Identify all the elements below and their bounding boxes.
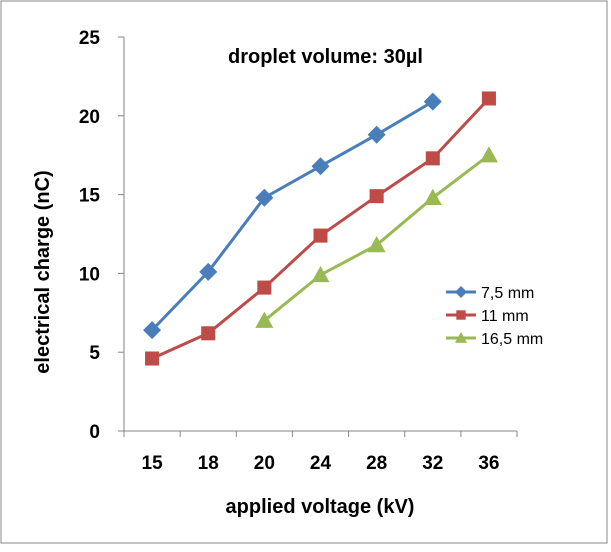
axes — [118, 36, 518, 437]
x-tick-label: 20 — [254, 453, 275, 474]
data-point — [255, 311, 274, 328]
x-tick-label: 32 — [422, 453, 443, 474]
data-point — [255, 188, 274, 207]
data-point — [201, 326, 216, 341]
legend-swatch-marker — [455, 332, 467, 343]
y-tick-label: 10 — [79, 264, 100, 285]
y-tick-label: 25 — [79, 28, 101, 49]
x-tick-labels: 15 18 20 24 28 32 36 — [142, 453, 500, 474]
x-tick-label: 15 — [142, 453, 164, 474]
legend-swatch-marker — [455, 286, 467, 298]
data-point — [369, 189, 384, 204]
data-point — [311, 157, 330, 176]
series-line — [150, 100, 434, 332]
legend-label: 7,5 mm — [481, 285, 534, 302]
x-tick-label: 18 — [198, 453, 219, 474]
y-tick-labels: 0 5 10 15 20 25 — [79, 28, 101, 443]
y-tick-label: 20 — [79, 107, 100, 128]
data-point — [367, 125, 386, 144]
series-layer — [143, 91, 498, 366]
legend-item: 16,5 mm — [446, 331, 543, 348]
x-tick-label: 24 — [310, 453, 332, 474]
data-point — [479, 146, 498, 163]
legend-swatch-marker — [456, 310, 466, 320]
y-axis-title: electrical charge (nC) — [32, 170, 54, 373]
data-point — [423, 188, 442, 205]
x-tick-label: 36 — [478, 453, 499, 474]
data-point — [145, 351, 160, 366]
legend: 7,5 mm 11 mm 16,5 mm — [446, 285, 543, 348]
x-tick-label: 28 — [366, 453, 387, 474]
series-2 — [145, 91, 496, 366]
data-point — [311, 265, 330, 283]
data-point — [143, 321, 162, 340]
y-tick-label: 15 — [79, 186, 101, 207]
data-point — [425, 151, 440, 166]
legend-item: 7,5 mm — [446, 285, 534, 302]
legend-item: 11 mm — [446, 308, 529, 325]
series-3 — [255, 146, 498, 328]
series-1 — [143, 92, 442, 340]
y-tick-label: 0 — [89, 422, 100, 443]
y-tick-label: 5 — [89, 343, 100, 364]
legend-label: 11 mm — [481, 308, 529, 325]
data-point — [367, 236, 386, 253]
data-point — [257, 280, 272, 295]
chart-annotation: droplet volume: 30µl — [228, 46, 423, 68]
data-point — [423, 92, 442, 111]
legend-label: 16,5 mm — [481, 331, 543, 348]
x-axis-title: applied voltage (kV) — [226, 496, 415, 518]
data-point — [199, 262, 218, 281]
data-point — [313, 228, 328, 243]
data-point — [481, 91, 496, 106]
